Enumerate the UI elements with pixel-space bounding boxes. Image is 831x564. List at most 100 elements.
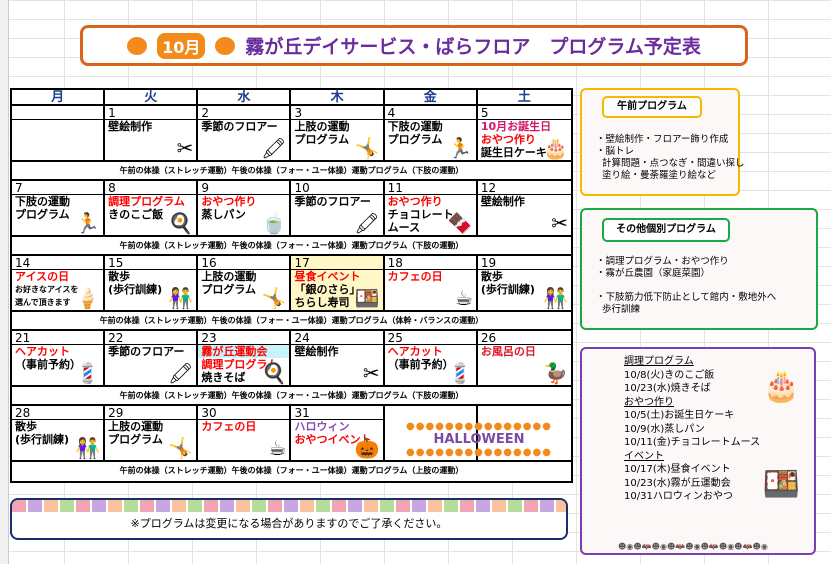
other-program-body: ・調理プログラム・おやつ作り ・霧が丘農園（家庭菜園） ・下肢筋力低下防止として… <box>596 256 777 315</box>
weekday-label: 木 <box>291 90 385 105</box>
event-text: 上肢の運動 <box>108 420 164 433</box>
date-number <box>12 106 104 120</box>
day-cell[interactable]: 23 霧が丘運動会 調理プログラム 焼きそば 🍳 <box>198 331 292 385</box>
exercise-row: 午前の体操（ストレッチ運動）午後の体操（フォー・ユー体操）運動プログラム（下肢の… <box>12 162 571 181</box>
barber-shop-icon: 💈 <box>447 361 473 385</box>
event-text: プログラム <box>294 133 350 146</box>
event-text: 蒸しパン <box>201 208 246 221</box>
day-cell[interactable]: 25 ヘアカット （事前予約） 💈 <box>384 331 478 385</box>
day-cell[interactable]: 21 ヘアカット （事前予約） 💈 <box>12 331 106 385</box>
day-cell[interactable]: 19 散歩 (歩行訓練) 👫 <box>477 256 571 310</box>
coffee-cup-icon: ☕ <box>268 436 287 460</box>
morning-program-panel: 午前プログラム ・壁絵制作・フロアー飾り作成 ・脳トレ 計算問題・点つなぎ・間違… <box>580 88 745 196</box>
weekday-label: 水 <box>198 90 292 105</box>
day-cell[interactable]: 30 カフェの日 ☕ <box>198 406 292 460</box>
event-text: (歩行訓練) <box>480 283 535 296</box>
birthday-cake-icon: 🎂 <box>762 369 800 404</box>
event-text: おやつ作り <box>480 133 536 146</box>
pumpkin-row-icon: ●●●●●●●●●●●●●●● <box>406 420 552 432</box>
day-cell[interactable]: 9 おやつ作り 蒸しパン 🍵 <box>198 181 292 235</box>
morning-program-label: 午前プログラム <box>602 96 702 118</box>
event-text: ハロウィン <box>294 420 350 433</box>
event-text: 10月お誕生日 <box>480 120 552 133</box>
day-cell[interactable]: 26 お風呂の日 🦆 <box>477 331 571 385</box>
day-cell[interactable]: 11 おやつ作り チョコレート ムース 🍫 <box>384 181 478 235</box>
day-cell[interactable]: 17 昼食イベント 「銀のさら」 ちらし寿司 🍱 <box>291 256 385 310</box>
exercise-row: 午前の体操（ストレッチ運動）午後の体操（フォー・ユー体操）運動プログラム（体幹・… <box>12 312 571 331</box>
weekday-label: 月 <box>12 90 106 105</box>
date-number: 26 <box>477 331 571 345</box>
date-number: 29 <box>105 406 197 420</box>
day-cell[interactable]: 1 壁絵制作 ✂ <box>105 106 199 160</box>
week-row: 7 下肢の運動 プログラム 🏃 8 調理プログラム きのこご飯 🍳 9 おやつ作り 蒸しパン 🍵 10 季… <box>12 181 571 237</box>
calendar: 月火水木金土 1 壁絵制作 ✂ 2 季節のフロアー 🖍 3 上肢の運動 プログラム 🤸 4 下肢の運動… <box>10 88 573 483</box>
event-text: アイスの日 <box>15 270 70 283</box>
schedule-heading: おやつ作り <box>624 396 674 408</box>
rubber-duck-icon: 🦆 <box>543 361 568 385</box>
event-text: ヘアカット <box>387 345 443 358</box>
scissors-icon: ✂ <box>362 361 380 385</box>
day-cell[interactable]: 3 上肢の運動 プログラム 🤸 <box>291 106 385 160</box>
date-number: 19 <box>477 256 571 270</box>
event-text: おやつイベント <box>294 433 372 446</box>
notice-text: ※プログラムは変更になる場合がありますのでご了承ください。 <box>130 517 448 530</box>
weekday-label: 金 <box>385 90 478 105</box>
event-text: チョコレート <box>387 208 454 221</box>
halloween-banner: ●●●●●●●●●●●●●●● HALLOWEEN ●●●●●●●●●●●●●●… <box>387 412 571 466</box>
day-cell[interactable]: 7 下肢の運動 プログラム 🏃 <box>12 181 106 235</box>
event-text: きのこご飯 <box>108 208 164 221</box>
day-cell[interactable]: 28 散歩 (歩行訓練) 👫 <box>12 406 106 460</box>
day-cell[interactable]: 12 壁絵制作 ✂ <box>477 181 571 235</box>
day-cell[interactable]: 8 調理プログラム きのこご飯 🍳 <box>105 181 199 235</box>
event-text: 壁絵制作 <box>294 345 339 358</box>
date-number: 28 <box>12 406 104 420</box>
day-cell[interactable] <box>12 106 106 160</box>
day-cell[interactable]: 16 上肢の運動 プログラム 🤸 <box>198 256 292 310</box>
chirashi-sushi-icon: 🍱 <box>762 467 800 502</box>
row-headers <box>0 0 9 564</box>
pumpkin-icon <box>215 36 236 55</box>
crayon-icon: 🖍 <box>167 361 194 385</box>
event-text: カフェの日 <box>387 270 443 283</box>
date-number: 17 <box>291 256 383 270</box>
event-text: 調理プログラム <box>201 358 278 371</box>
bunting-decoration <box>12 500 566 512</box>
barber-shop-icon: 💈 <box>75 361 101 385</box>
schedule-panel: 調理プログラム 10/8(火)きのこご飯 10/23(水)焼きそば おやつ作り 10/5… <box>580 347 816 555</box>
week-row: 21 ヘアカット （事前予約） 💈 22 季節のフロアー 🖍 23 霧が丘運動会 調理プログラム焼… <box>12 331 571 387</box>
date-number: 11 <box>384 181 476 195</box>
day-cell[interactable]: 29 上肢の運動 プログラム 🤸 <box>105 406 199 460</box>
event-text: 壁絵制作 <box>108 120 153 133</box>
day-cell[interactable]: 24 壁絵制作 ✂ <box>291 331 385 385</box>
event-text: おやつ作り <box>201 195 257 208</box>
event-text: 選んで頂きます <box>15 298 71 307</box>
other-program-label: その他個別プログラム <box>602 218 730 242</box>
day-cell[interactable]: 10 季節のフロアー 🖍 <box>291 181 385 235</box>
day-cell[interactable]: 4 下肢の運動 プログラム 🏃 <box>384 106 478 160</box>
scissors-icon: ✂ <box>176 136 194 160</box>
date-number: 2 <box>198 106 290 120</box>
birthday-cake-icon: 🎂 <box>543 136 568 160</box>
event-text: 焼きそば <box>201 371 246 384</box>
day-cell[interactable]: 18 カフェの日 ☕ <box>384 256 478 310</box>
date-number: 3 <box>291 106 383 120</box>
day-cell[interactable]: 5 10月お誕生日 おやつ作り 誕生日ケーキ 🎂 <box>477 106 571 160</box>
frying-pan-icon: 🍳 <box>168 211 194 235</box>
day-cell[interactable]: 31 ハロウィン おやつイベント 🎃 <box>291 406 385 460</box>
stretching-woman-icon: 🤸 <box>354 136 380 160</box>
day-cell[interactable]: 2 季節のフロアー 🖍 <box>198 106 292 160</box>
event-text: (歩行訓練) <box>15 433 70 446</box>
day-cell[interactable]: 15 散歩 (歩行訓練) 👫 <box>105 256 199 310</box>
schedule-item: 10/23(水)霧が丘運動会 <box>624 477 731 489</box>
steamed-bun-icon: 🍵 <box>261 211 287 235</box>
date-number: 1 <box>105 106 197 120</box>
event-text: 誕生日ケーキ <box>480 146 547 159</box>
schedule-item: 10/23(水)焼きそば <box>624 383 711 394</box>
date-number: 9 <box>198 181 290 195</box>
schedule-heading: 調理プログラム <box>624 356 694 367</box>
exercise-row: 午前の体操（ストレッチ運動）午後の体操（フォー・ユー体操）運動プログラム（下肢の… <box>12 387 571 406</box>
schedule-item: 10/5(土)お誕生日ケーキ <box>624 410 735 421</box>
stretching-woman-icon: 🤸 <box>168 436 194 460</box>
day-cell[interactable]: 14 アイスの日 お好きなアイスを 選んで頂きます 🍦 <box>12 256 106 310</box>
day-cell[interactable]: 22 季節のフロアー 🖍 <box>105 331 199 385</box>
